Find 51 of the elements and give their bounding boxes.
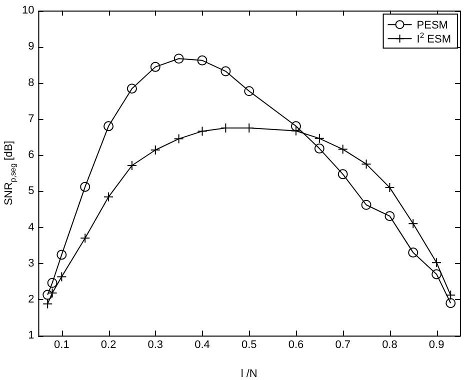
point xyxy=(314,133,324,144)
point xyxy=(408,218,418,229)
point xyxy=(220,66,231,76)
point xyxy=(174,134,184,144)
point xyxy=(47,278,58,288)
y-tick-label: 1 xyxy=(28,330,34,342)
legend-label: PESM xyxy=(416,20,448,32)
y-tick-label: 3 xyxy=(28,257,34,270)
point xyxy=(361,159,372,170)
point xyxy=(432,258,442,268)
y-tick-label: 7 xyxy=(28,112,34,125)
x-tick-label: 0.3 xyxy=(148,339,164,352)
x-tick-label: 0.2 xyxy=(100,339,116,352)
point xyxy=(338,169,348,180)
x-tick-label: 0.9 xyxy=(428,339,444,352)
y-tick-label: 4 xyxy=(28,221,34,234)
point xyxy=(150,62,160,72)
x-tick-label: 0.4 xyxy=(194,339,210,352)
point xyxy=(174,54,184,64)
y-tick-label: 10 xyxy=(22,4,34,17)
point xyxy=(384,211,395,222)
point xyxy=(80,182,90,192)
point xyxy=(126,84,137,94)
point xyxy=(104,121,114,132)
point xyxy=(361,200,372,210)
x-tick-label: 0.1 xyxy=(54,339,70,352)
point xyxy=(42,290,53,300)
point xyxy=(314,144,324,154)
point xyxy=(446,298,456,308)
point xyxy=(197,55,208,66)
point xyxy=(290,121,301,132)
y-tick-label: 9 xyxy=(28,40,34,53)
point xyxy=(56,272,67,282)
point xyxy=(42,298,53,309)
x-tick-label: 0.6 xyxy=(288,339,304,352)
point xyxy=(244,86,254,96)
point xyxy=(338,144,348,154)
point xyxy=(104,192,114,202)
point xyxy=(56,250,67,260)
x-tick-label: 0.7 xyxy=(335,339,350,352)
y-tick-label: 6 xyxy=(28,149,34,162)
point xyxy=(80,233,90,244)
point xyxy=(432,269,442,280)
point xyxy=(408,248,418,258)
x-tick-label: 0.5 xyxy=(241,339,257,352)
x-tick-label: 0.8 xyxy=(382,339,398,352)
point xyxy=(446,290,456,300)
y-tick-label: 5 xyxy=(28,185,34,198)
y-tick-label: 8 xyxy=(28,76,34,89)
x-axis-title: l /N xyxy=(240,368,258,380)
y-tick-label: 2 xyxy=(28,294,34,306)
